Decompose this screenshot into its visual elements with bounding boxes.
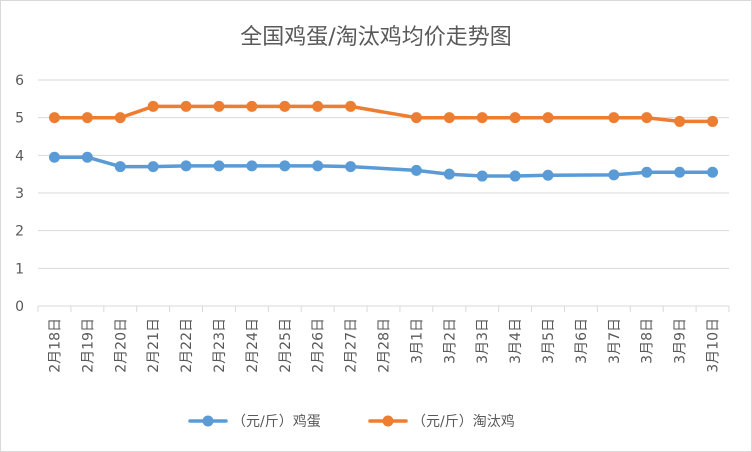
data-point xyxy=(147,161,159,173)
data-point xyxy=(48,151,60,163)
data-point xyxy=(279,160,291,172)
data-point xyxy=(48,112,60,124)
data-point xyxy=(410,164,422,176)
x-tick-label: 3月2日 xyxy=(442,318,458,364)
data-point xyxy=(476,112,488,124)
data-point xyxy=(81,112,93,124)
data-point xyxy=(641,166,653,178)
x-tick-label: 3月5日 xyxy=(541,318,557,364)
x-tick-label: 2月18日 xyxy=(47,318,63,373)
y-tick-label: 4 xyxy=(15,148,24,164)
x-tick-label: 3月3日 xyxy=(475,318,491,364)
data-point xyxy=(312,160,324,172)
x-tick-label: 2月21日 xyxy=(146,318,162,373)
data-point xyxy=(542,169,554,181)
data-point xyxy=(608,169,620,181)
legend-swatch-marker xyxy=(202,415,214,427)
chart-title: 全国鸡蛋/淘汰鸡均价走势图 xyxy=(240,25,511,50)
data-point xyxy=(213,100,225,112)
data-point xyxy=(410,112,422,124)
data-point xyxy=(147,100,159,112)
x-tick-label: 2月24日 xyxy=(245,318,261,373)
x-tick-label: 3月7日 xyxy=(607,318,623,364)
x-tick-label: 2月23日 xyxy=(212,318,228,373)
data-point xyxy=(246,100,258,112)
data-point xyxy=(509,112,521,124)
x-tick-label: 3月6日 xyxy=(574,318,590,364)
data-point xyxy=(476,170,488,182)
x-tick-label: 2月19日 xyxy=(80,318,96,373)
data-point xyxy=(345,100,357,112)
data-point xyxy=(542,112,554,124)
data-point xyxy=(345,161,357,173)
x-tick-label: 2月22日 xyxy=(179,318,195,373)
data-point xyxy=(443,168,455,180)
data-point xyxy=(608,112,620,124)
data-point xyxy=(509,170,521,182)
x-tick-label: 3月10日 xyxy=(706,318,722,373)
series-layer xyxy=(48,100,719,182)
data-point xyxy=(180,100,192,112)
data-point xyxy=(707,166,719,178)
x-tick-label: 3月1日 xyxy=(409,318,425,364)
data-point xyxy=(443,112,455,124)
data-point xyxy=(213,160,225,172)
y-tick-label: 1 xyxy=(15,261,24,277)
x-tick-label: 2月20日 xyxy=(113,318,129,373)
data-point xyxy=(180,160,192,172)
data-point xyxy=(707,115,719,127)
x-tick-label: 3月9日 xyxy=(673,318,689,364)
y-tick-label: 2 xyxy=(15,224,24,240)
y-tick-label: 0 xyxy=(15,299,24,315)
x-tick-label: 2月27日 xyxy=(344,318,360,373)
grid-lines xyxy=(38,79,729,307)
legend-label: （元/斤）鸡蛋 xyxy=(232,413,321,430)
y-tick-label: 6 xyxy=(15,73,24,89)
x-tick-label: 2月25日 xyxy=(278,318,294,373)
data-point xyxy=(674,166,686,178)
data-point xyxy=(246,160,258,172)
legend-swatch-marker xyxy=(382,415,394,427)
data-point xyxy=(114,112,126,124)
x-tick-label: 3月8日 xyxy=(640,318,656,364)
data-point xyxy=(114,161,126,173)
data-point xyxy=(674,115,686,127)
x-tick-label: 3月4日 xyxy=(508,318,524,364)
x-axis-ticks: 2月18日 2月19日 2月20日 2月21日 2月22日 2月23日 2月24日 2月25日… xyxy=(37,306,730,373)
data-point xyxy=(81,151,93,163)
data-point xyxy=(641,112,653,124)
legend: （元/斤）鸡蛋 （元/斤）淘汰鸡 xyxy=(188,413,515,430)
y-tick-label: 5 xyxy=(15,111,24,127)
legend-label: （元/斤）淘汰鸡 xyxy=(412,413,515,430)
data-point xyxy=(279,100,291,112)
y-axis-ticks: 0 1 2 3 4 5 6 xyxy=(15,73,24,315)
x-tick-label: 2月28日 xyxy=(377,318,393,373)
data-point xyxy=(312,100,324,112)
x-tick-label: 2月26日 xyxy=(311,318,327,373)
y-tick-label: 3 xyxy=(15,186,24,202)
